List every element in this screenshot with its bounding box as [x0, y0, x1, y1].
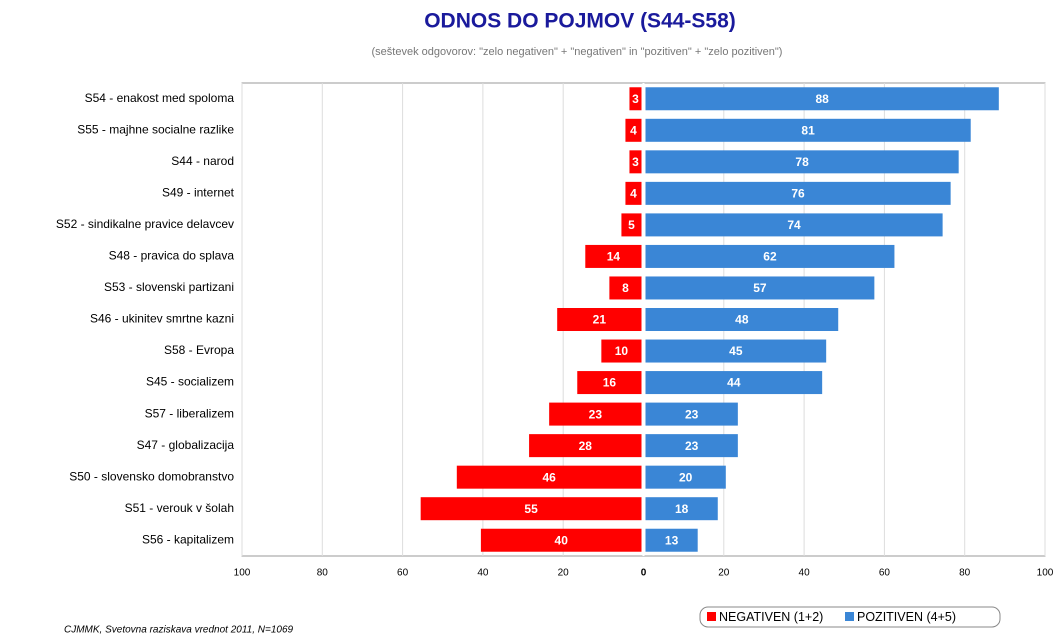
y-tick-label: S51 - verouk v šolah	[125, 501, 234, 515]
bar	[645, 118, 971, 142]
value-label: 14	[607, 250, 621, 264]
value-label: 4	[630, 123, 637, 137]
legend-label: POZITIVEN (4+5)	[857, 610, 956, 624]
x-tick-label: 40	[477, 568, 489, 579]
bar	[609, 276, 642, 300]
value-label: 62	[763, 250, 777, 264]
bar	[645, 402, 738, 426]
bar	[645, 339, 827, 363]
bar	[645, 371, 823, 395]
y-tick-label: S52 - sindikalne pravice delavcev	[56, 217, 234, 231]
x-tick-label: 60	[879, 568, 891, 579]
value-label: 81	[801, 123, 815, 137]
bar	[585, 244, 642, 268]
x-tick-label: 100	[1037, 568, 1053, 579]
value-label: 88	[815, 92, 829, 106]
bar	[645, 465, 726, 489]
y-tick-label: S57 - liberalizem	[145, 406, 234, 420]
legend-swatch	[845, 612, 854, 621]
y-tick-label: S44 - narod	[171, 154, 234, 168]
x-tick-label: 20	[558, 568, 570, 579]
value-label: 10	[615, 344, 629, 358]
value-label: 23	[685, 439, 699, 453]
chart-subtitle: (seštevek odgovorov: "zelo negativen" + …	[372, 46, 783, 58]
x-tick-label: 80	[959, 568, 971, 579]
y-tick-label: S55 - majhne socialne razlike	[77, 122, 234, 136]
bar	[557, 308, 642, 331]
value-label: 74	[787, 218, 801, 232]
bar	[625, 118, 642, 142]
bar	[645, 497, 718, 521]
value-label: 8	[622, 281, 629, 295]
y-tick-label: S47 - globalizacija	[137, 438, 235, 452]
value-label: 78	[795, 155, 809, 169]
x-tick-label: 40	[799, 568, 811, 579]
x-tick-label: 60	[397, 568, 409, 579]
bar	[645, 244, 895, 268]
bar	[629, 150, 642, 174]
bar	[456, 465, 642, 489]
y-tick-label: S53 - slovenski partizani	[104, 280, 234, 294]
bar	[645, 276, 875, 300]
bar	[645, 87, 999, 111]
bar	[645, 528, 698, 552]
bar	[645, 308, 839, 331]
source-note: CJMMK, Svetovna raziskava vrednot 2011, …	[64, 625, 294, 635]
value-label: 20	[679, 470, 693, 484]
legend-label: NEGATIVEN (1+2)	[719, 610, 823, 624]
chart-title: ODNOS DO POJMOV (S44-S58)	[424, 10, 736, 33]
value-label: 23	[685, 407, 699, 421]
y-tick-label: S54 - enakost med spoloma	[85, 91, 235, 105]
bar	[549, 402, 642, 426]
y-tick-label: S48 - pravica do splava	[109, 249, 235, 263]
bar	[601, 339, 642, 363]
x-tick-label: 20	[718, 568, 730, 579]
bar	[645, 181, 951, 205]
bar	[645, 150, 959, 174]
legend-swatch	[707, 612, 716, 621]
bar	[621, 213, 642, 237]
value-label: 23	[589, 407, 603, 421]
y-tick-label: S56 - kapitalizem	[142, 532, 234, 546]
y-tick-label: S50 - slovensko domobranstvo	[69, 469, 234, 483]
y-tick-label: S46 - ukinitev smrtne kazni	[90, 312, 234, 326]
x-tick-label: 80	[317, 568, 329, 579]
x-tick-label: 0	[641, 568, 647, 579]
value-label: 3	[632, 155, 639, 169]
value-label: 28	[579, 439, 593, 453]
bar	[480, 528, 642, 552]
x-tick-label: 100	[234, 568, 251, 579]
bar	[577, 371, 642, 395]
bar	[625, 181, 642, 205]
value-label: 21	[593, 313, 607, 327]
bar	[420, 497, 642, 521]
y-tick-label: S58 - Evropa	[164, 343, 234, 357]
value-label: 16	[603, 376, 617, 390]
value-label: 48	[735, 313, 749, 327]
value-label: 4	[630, 187, 637, 201]
y-tick-label: S45 - socializem	[146, 375, 234, 389]
value-label: 57	[753, 281, 767, 295]
value-label: 76	[791, 187, 805, 201]
bar	[629, 87, 642, 111]
bar	[529, 434, 642, 458]
value-label: 44	[727, 376, 741, 390]
value-label: 46	[542, 470, 556, 484]
value-label: 18	[675, 502, 689, 516]
value-label: 3	[632, 92, 639, 106]
bar	[645, 434, 738, 458]
value-label: 13	[665, 533, 679, 547]
value-label: 5	[628, 218, 635, 232]
value-label: 55	[524, 502, 538, 516]
value-label: 40	[555, 533, 569, 547]
y-tick-label: S49 - internet	[162, 186, 235, 200]
value-label: 45	[729, 344, 743, 358]
bar	[645, 213, 943, 237]
